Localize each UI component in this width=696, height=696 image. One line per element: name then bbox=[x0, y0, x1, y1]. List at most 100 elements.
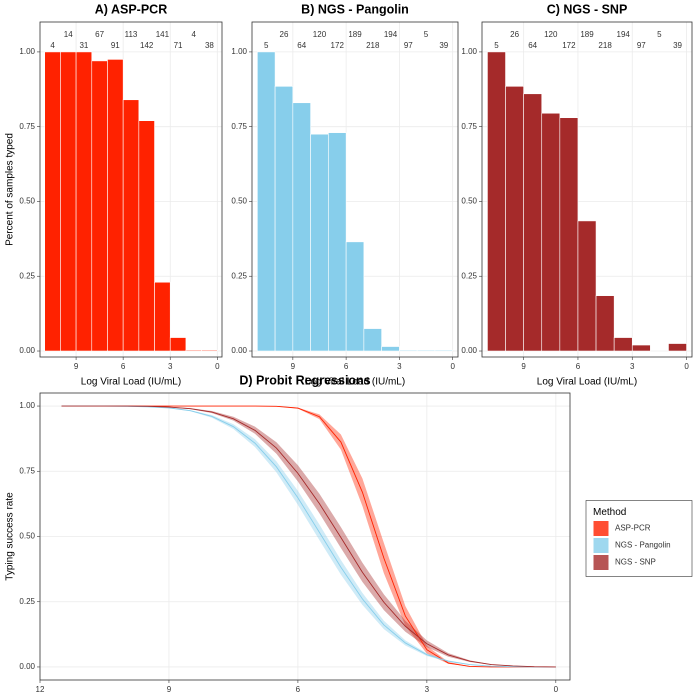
bar bbox=[399, 349, 418, 352]
x-axis-title: Log Viral Load (IU/mL) bbox=[537, 377, 637, 388]
y-tick-label: 0.50 bbox=[19, 197, 35, 206]
legend-label: NGS - SNP bbox=[615, 558, 656, 567]
chart-title: C) NGS - SNP bbox=[547, 2, 628, 16]
bar bbox=[595, 295, 615, 352]
chart-title: D) Probit Regressions bbox=[239, 373, 370, 387]
y-tick-label: 0.50 bbox=[461, 197, 477, 206]
x-tick-label: 9 bbox=[521, 362, 526, 371]
bar bbox=[91, 60, 108, 352]
count-label: 120 bbox=[313, 30, 327, 39]
x-tick-label: 9 bbox=[167, 685, 172, 694]
y-tick-label: 0.75 bbox=[231, 122, 247, 131]
count-label: 5 bbox=[264, 41, 269, 50]
y-tick-label: 0.75 bbox=[461, 122, 477, 131]
bar bbox=[577, 220, 597, 352]
bar bbox=[185, 349, 202, 352]
x-axis-title: Log Viral Load (IU/mL) bbox=[305, 377, 405, 388]
count-label: 67 bbox=[95, 30, 104, 39]
bar bbox=[310, 133, 329, 352]
legend-swatch bbox=[592, 537, 610, 554]
bar bbox=[487, 51, 506, 352]
bar bbox=[416, 349, 436, 352]
panel-border bbox=[481, 21, 693, 358]
bar bbox=[613, 337, 633, 352]
count-label: 218 bbox=[598, 41, 612, 50]
y-tick-label: 0.25 bbox=[231, 271, 247, 280]
count-label: 5 bbox=[657, 30, 662, 39]
count-label: 38 bbox=[205, 41, 214, 50]
x-tick-label: 6 bbox=[121, 362, 126, 371]
count-label: 194 bbox=[384, 30, 398, 39]
count-label: 97 bbox=[404, 41, 413, 50]
x-tick-label: 0 bbox=[450, 362, 455, 371]
x-tick-label: 3 bbox=[397, 362, 402, 371]
bar bbox=[523, 93, 543, 352]
y-tick-label: 0.75 bbox=[19, 122, 35, 131]
bar bbox=[257, 51, 276, 352]
x-tick-label: 3 bbox=[168, 362, 173, 371]
bar bbox=[434, 349, 453, 352]
legend-label: ASP-PCR bbox=[615, 524, 651, 533]
panel-border bbox=[251, 21, 459, 358]
y-axis-title: Percent of samples typed bbox=[5, 133, 16, 246]
count-label: 4 bbox=[50, 41, 55, 50]
count-label: 97 bbox=[637, 41, 646, 50]
count-label: 189 bbox=[580, 30, 594, 39]
bar bbox=[60, 51, 77, 352]
bar bbox=[292, 102, 311, 352]
bar bbox=[345, 241, 365, 352]
y-tick-label: 0.25 bbox=[461, 271, 477, 280]
legend-swatch bbox=[592, 520, 610, 537]
count-label: 64 bbox=[297, 41, 306, 50]
panel-border bbox=[39, 21, 223, 358]
x-tick-label: 6 bbox=[296, 685, 301, 694]
count-label: 172 bbox=[562, 41, 576, 50]
x-tick-label: 6 bbox=[576, 362, 581, 371]
count-label: 142 bbox=[140, 41, 154, 50]
bar bbox=[201, 349, 218, 352]
panel-border bbox=[39, 392, 571, 681]
bar bbox=[328, 132, 347, 352]
count-label: 189 bbox=[348, 30, 362, 39]
count-label: 39 bbox=[439, 41, 448, 50]
y-tick-label: 0.00 bbox=[461, 346, 477, 355]
y-tick-label: 0.00 bbox=[19, 662, 35, 671]
y-tick-label: 1.00 bbox=[461, 47, 477, 56]
count-label: 71 bbox=[174, 41, 183, 50]
count-label: 64 bbox=[528, 41, 537, 50]
count-label: 218 bbox=[366, 41, 380, 50]
bar bbox=[169, 337, 187, 352]
bar bbox=[631, 344, 651, 352]
legend-label: NGS - Pangolin bbox=[615, 541, 671, 550]
x-tick-label: 3 bbox=[425, 685, 430, 694]
y-axis-title: Typing success rate bbox=[5, 492, 16, 581]
x-tick-label: 3 bbox=[630, 362, 635, 371]
y-tick-label: 0.25 bbox=[19, 271, 35, 280]
count-label: 26 bbox=[510, 30, 519, 39]
bar bbox=[363, 328, 382, 352]
x-tick-label: 6 bbox=[344, 362, 349, 371]
chart-title: A) ASP-PCR bbox=[95, 2, 167, 16]
bar bbox=[559, 117, 579, 352]
x-axis-title: Log Viral Load (IU/mL) bbox=[81, 377, 181, 388]
bar bbox=[668, 343, 687, 352]
chart-title: B) NGS - Pangolin bbox=[301, 2, 409, 16]
bar bbox=[75, 51, 93, 352]
x-tick-label: 9 bbox=[291, 362, 296, 371]
bar bbox=[274, 86, 294, 352]
legend-swatch bbox=[592, 554, 610, 571]
count-label: 5 bbox=[494, 41, 499, 50]
y-tick-label: 1.00 bbox=[231, 47, 247, 56]
y-tick-label: 0.00 bbox=[231, 346, 247, 355]
y-tick-label: 0.50 bbox=[231, 197, 247, 206]
probit-line bbox=[61, 405, 556, 668]
count-label: 113 bbox=[125, 30, 138, 39]
x-tick-label: 0 bbox=[215, 362, 220, 371]
count-label: 194 bbox=[617, 30, 631, 39]
count-label: 4 bbox=[192, 30, 197, 39]
count-label: 120 bbox=[544, 30, 558, 39]
probit-line bbox=[61, 405, 556, 668]
count-label: 172 bbox=[331, 41, 345, 50]
y-tick-label: 0.50 bbox=[19, 532, 35, 541]
